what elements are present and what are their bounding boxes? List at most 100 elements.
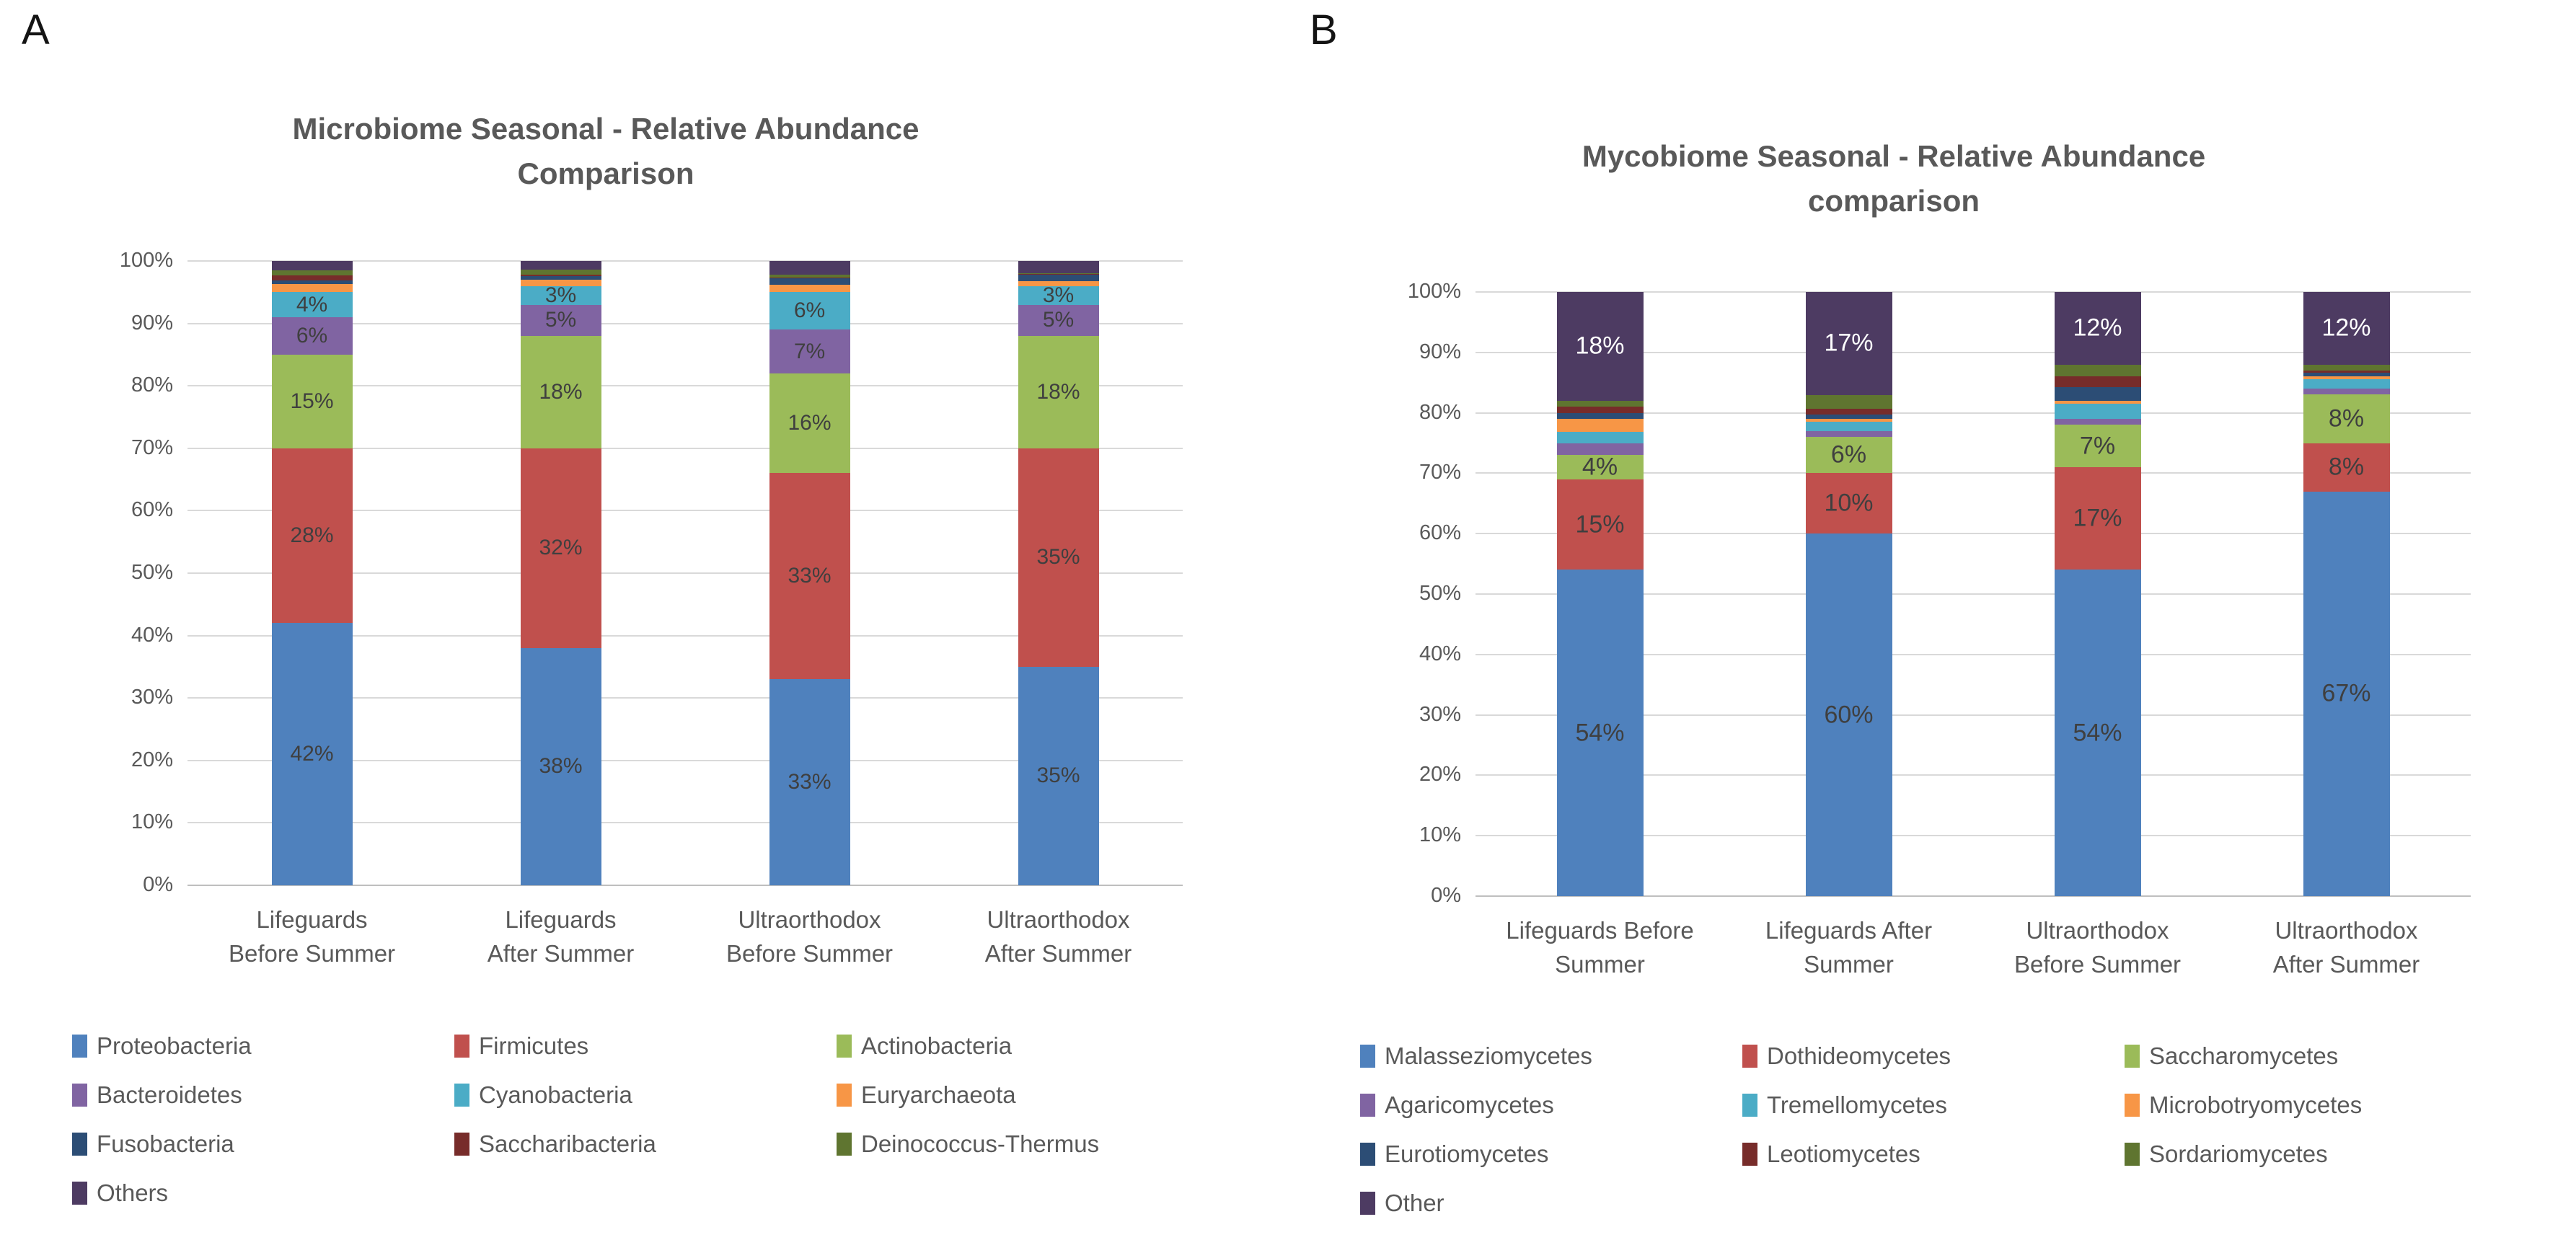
bar-ultraorthodox-before-summer: 54% 17% 7% 12% — [2054, 292, 2141, 896]
y-axis-tick-label: 100% — [1407, 280, 1461, 303]
legend-item-euryarchaeota: Euryarchaeota — [837, 1081, 1204, 1109]
x-axis-category-label-line: Lifeguards Before — [1506, 917, 1694, 944]
bars-container: 54% 15% 4% 18% 60% 10% 6% 17% 54% 17% 7% 12% 67% 8% 8%… — [1476, 292, 2471, 896]
gridline — [188, 572, 1183, 574]
gridline — [188, 822, 1183, 824]
gridline — [188, 759, 1183, 761]
chart-title-microbiome: Microbiome Seasonal - Relative Abundance… — [94, 107, 1118, 196]
x-axis-category-label: Ultraorthodox Before Summer — [1973, 913, 2222, 981]
legend-item-microbotryomycetes: Microbotryomycetes — [2125, 1091, 2492, 1119]
segment-firmicutes: 35% — [1018, 448, 1099, 667]
data-label: 33% — [788, 770, 832, 794]
y-axis-tick-label: 100% — [119, 249, 173, 272]
x-axis-category-label-line: Before Summer — [228, 940, 396, 967]
segment-tremellomycetes — [2303, 378, 2390, 389]
segment-leotiomycetes — [1556, 407, 1644, 413]
data-label: 18% — [539, 379, 583, 404]
legend-label: Others — [97, 1179, 169, 1206]
data-label: 3% — [1042, 283, 1075, 307]
data-label: 60% — [1824, 701, 1874, 729]
y-axis-tick-label: 70% — [131, 435, 173, 459]
x-axis-category-label: Lifeguards Before Summer — [1476, 913, 1724, 981]
segment-leotiomycetes — [2054, 376, 2141, 388]
gridline — [188, 385, 1183, 387]
legend-label: Firmicutes — [479, 1032, 589, 1059]
x-axis-category-label-line: Summer — [1555, 951, 1645, 978]
x-axis-labels: Lifeguards Before Summer Lifeguards After S… — [188, 903, 1183, 970]
legend-label: Malasseziomycetes — [1385, 1042, 1592, 1069]
segment-microbotryomycetes — [2303, 376, 2390, 379]
gridline — [1476, 593, 2471, 595]
segment-deinococcus-thermus — [271, 270, 353, 275]
legend-item-deinococcus-thermus: Deinococcus-Thermus — [837, 1130, 1204, 1158]
segment-cyanobacteria: 3% — [520, 283, 601, 307]
legend-item-agaricomycetes: Agaricomycetes — [1360, 1091, 1742, 1119]
segment-bacteroidetes: 5% — [1018, 304, 1099, 336]
segment-saccharomycetes: 8% — [2303, 394, 2390, 443]
data-label: 28% — [290, 523, 334, 548]
segment-others — [271, 261, 353, 271]
y-axis-tick-label: 0% — [1431, 884, 1461, 907]
gridline — [1476, 472, 2471, 474]
segment-eurotiomycetes — [1805, 415, 1892, 420]
gridline — [1476, 351, 2471, 353]
bar-lifeguards-before-summer: 42% 28% 15% 6% 4% — [271, 261, 353, 885]
segment-proteobacteria: 33% — [769, 679, 850, 885]
segment-cyanobacteria: 4% — [271, 292, 353, 317]
legend-item-other: Other — [1360, 1190, 1742, 1217]
gridline — [1476, 412, 2471, 414]
y-axis-tick-label: 20% — [131, 748, 173, 771]
legend-swatch-microbotryomycetes — [2125, 1094, 2140, 1117]
gridline — [1476, 291, 2471, 293]
data-label: 5% — [544, 308, 577, 332]
segment-fusobacteria — [769, 278, 850, 285]
segment-agaricomycetes — [2054, 419, 2141, 425]
segment-deinococcus-thermus — [769, 275, 850, 278]
segment-saccharomycetes: 6% — [1805, 437, 1892, 474]
segment-microbotryomycetes — [1805, 419, 1892, 422]
legend-item-dothideomycetes: Dothideomycetes — [1742, 1042, 2125, 1070]
stacked-bar-chart-mycobiome: 0% 10% 20% 30% 40% 50% 60% 70% 80% 90% 100% 54% 15% 4… — [1360, 280, 2471, 978]
legend-item-sordariomycetes: Sordariomycetes — [2125, 1141, 2492, 1168]
segment-firmicutes: 32% — [520, 448, 601, 648]
segment-deinococcus-thermus — [1018, 273, 1099, 275]
segment-proteobacteria: 38% — [520, 647, 601, 885]
segment-malasseziomycetes: 54% — [2054, 570, 2141, 896]
segment-fusobacteria — [271, 280, 353, 285]
legend-item-fusobacteria: Fusobacteria — [72, 1130, 454, 1158]
legend-label: Euryarchaeota — [861, 1081, 1016, 1108]
segment-other: 12% — [2303, 292, 2390, 365]
category-slot: 60% 10% 6% 17% — [1724, 292, 1973, 896]
legend-label: Fusobacteria — [97, 1130, 234, 1157]
legend-item-saccharibacteria: Saccharibacteria — [454, 1130, 837, 1158]
bar-ultraorthodox-before-summer: 33% 33% 16% 7% 6% — [769, 261, 850, 885]
segment-agaricomycetes — [1805, 430, 1892, 438]
segment-malasseziomycetes: 60% — [1805, 533, 1892, 896]
x-axis-category-label-line: Before Summer — [2013, 951, 2182, 978]
data-label: 54% — [1575, 719, 1625, 747]
data-label: 17% — [1824, 329, 1874, 357]
x-axis-category-label-line: Lifeguards — [256, 906, 368, 933]
panel-letter-b: B — [1310, 6, 1338, 53]
legend-swatch-sordariomycetes — [2125, 1143, 2140, 1166]
segment-fusobacteria — [1018, 275, 1099, 281]
bar-ultraorthodox-after-summer: 35% 35% 18% 5% 3% — [1018, 261, 1099, 885]
gridline — [1476, 533, 2471, 535]
segment-sordariomycetes — [2054, 364, 2141, 377]
data-label: 10% — [1824, 489, 1874, 517]
chart-title-line1: Mycobiome Seasonal - Relative Abundance — [1582, 139, 2206, 173]
legend-label: Other — [1385, 1190, 1444, 1216]
data-label: 12% — [2073, 314, 2122, 342]
legend-swatch-actinobacteria — [837, 1035, 852, 1058]
segment-euryarchaeota — [769, 284, 850, 293]
segment-others — [769, 261, 850, 275]
x-axis-category-label-line: After Summer — [2272, 951, 2420, 978]
segment-cyanobacteria: 3% — [1018, 283, 1099, 307]
segment-cyanobacteria: 6% — [769, 292, 850, 330]
gridline — [188, 447, 1183, 449]
legend-label: Tremellomycetes — [1767, 1091, 1947, 1118]
segment-malasseziomycetes: 67% — [2303, 491, 2390, 896]
legend-label: Cyanobacteria — [479, 1081, 632, 1108]
legend-item-tremellomycetes: Tremellomycetes — [1742, 1091, 2125, 1119]
bars-container: 42% 28% 15% 6% 4% 38% 32% 18% 5% 3% 33% 33% 16% 7% 6% 3… — [188, 261, 1183, 885]
